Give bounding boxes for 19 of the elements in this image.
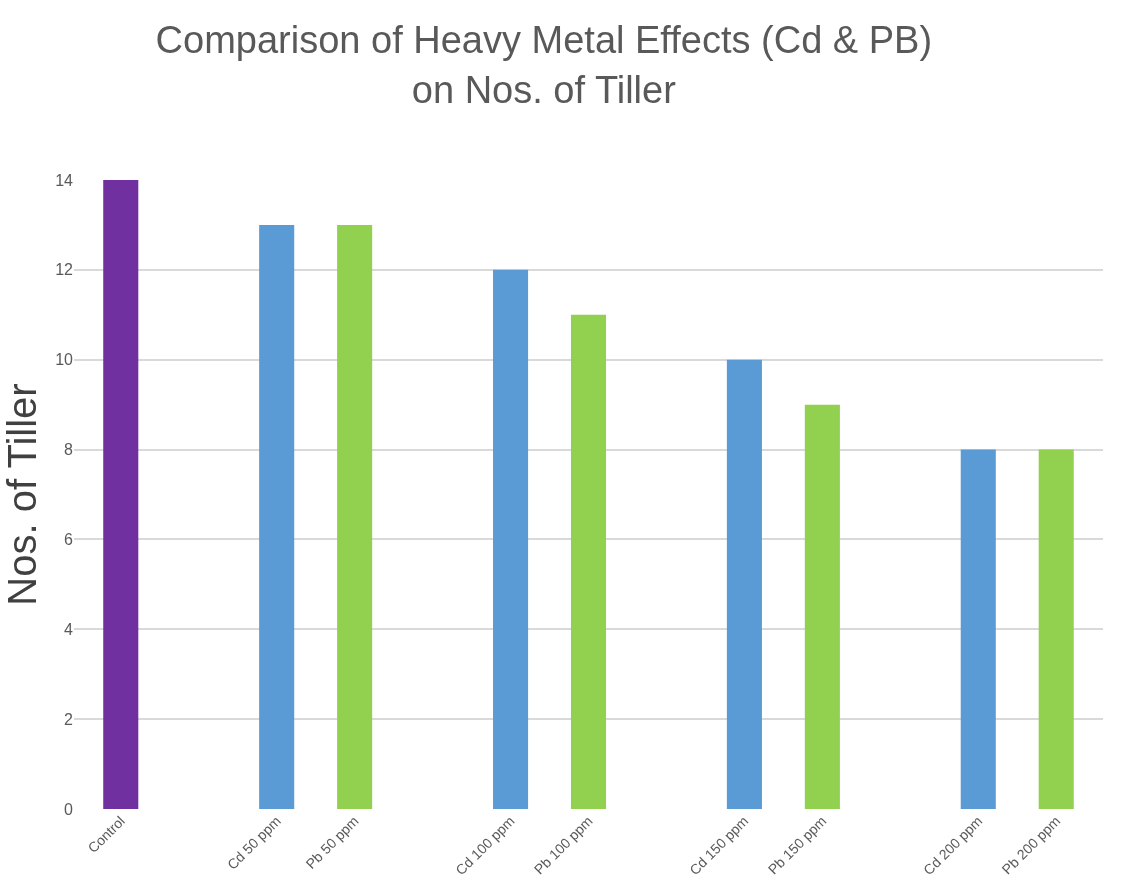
bar — [1038, 449, 1074, 809]
y-tick-label: 2 — [64, 710, 74, 728]
y-tick-label: 4 — [64, 620, 74, 638]
bar — [337, 224, 373, 809]
y-tick-label: 10 — [55, 351, 74, 369]
y-tick-label: 0 — [64, 800, 74, 818]
bar — [259, 224, 295, 809]
bar — [103, 180, 139, 809]
chart-title: Comparison of Heavy Metal Effects (Cd & PB) on Nos. of Tiller — [155, 19, 933, 111]
bar — [804, 404, 840, 809]
y-tick-label: 14 — [55, 171, 74, 189]
bar — [960, 449, 996, 809]
y-axis-title: Nos. of Tiller — [0, 383, 44, 606]
bar — [493, 269, 529, 809]
bar — [570, 314, 607, 809]
bar — [726, 359, 762, 809]
y-tick-label: 6 — [64, 531, 74, 549]
y-tick-label: 8 — [64, 441, 74, 459]
y-tick-label: 12 — [55, 261, 74, 279]
